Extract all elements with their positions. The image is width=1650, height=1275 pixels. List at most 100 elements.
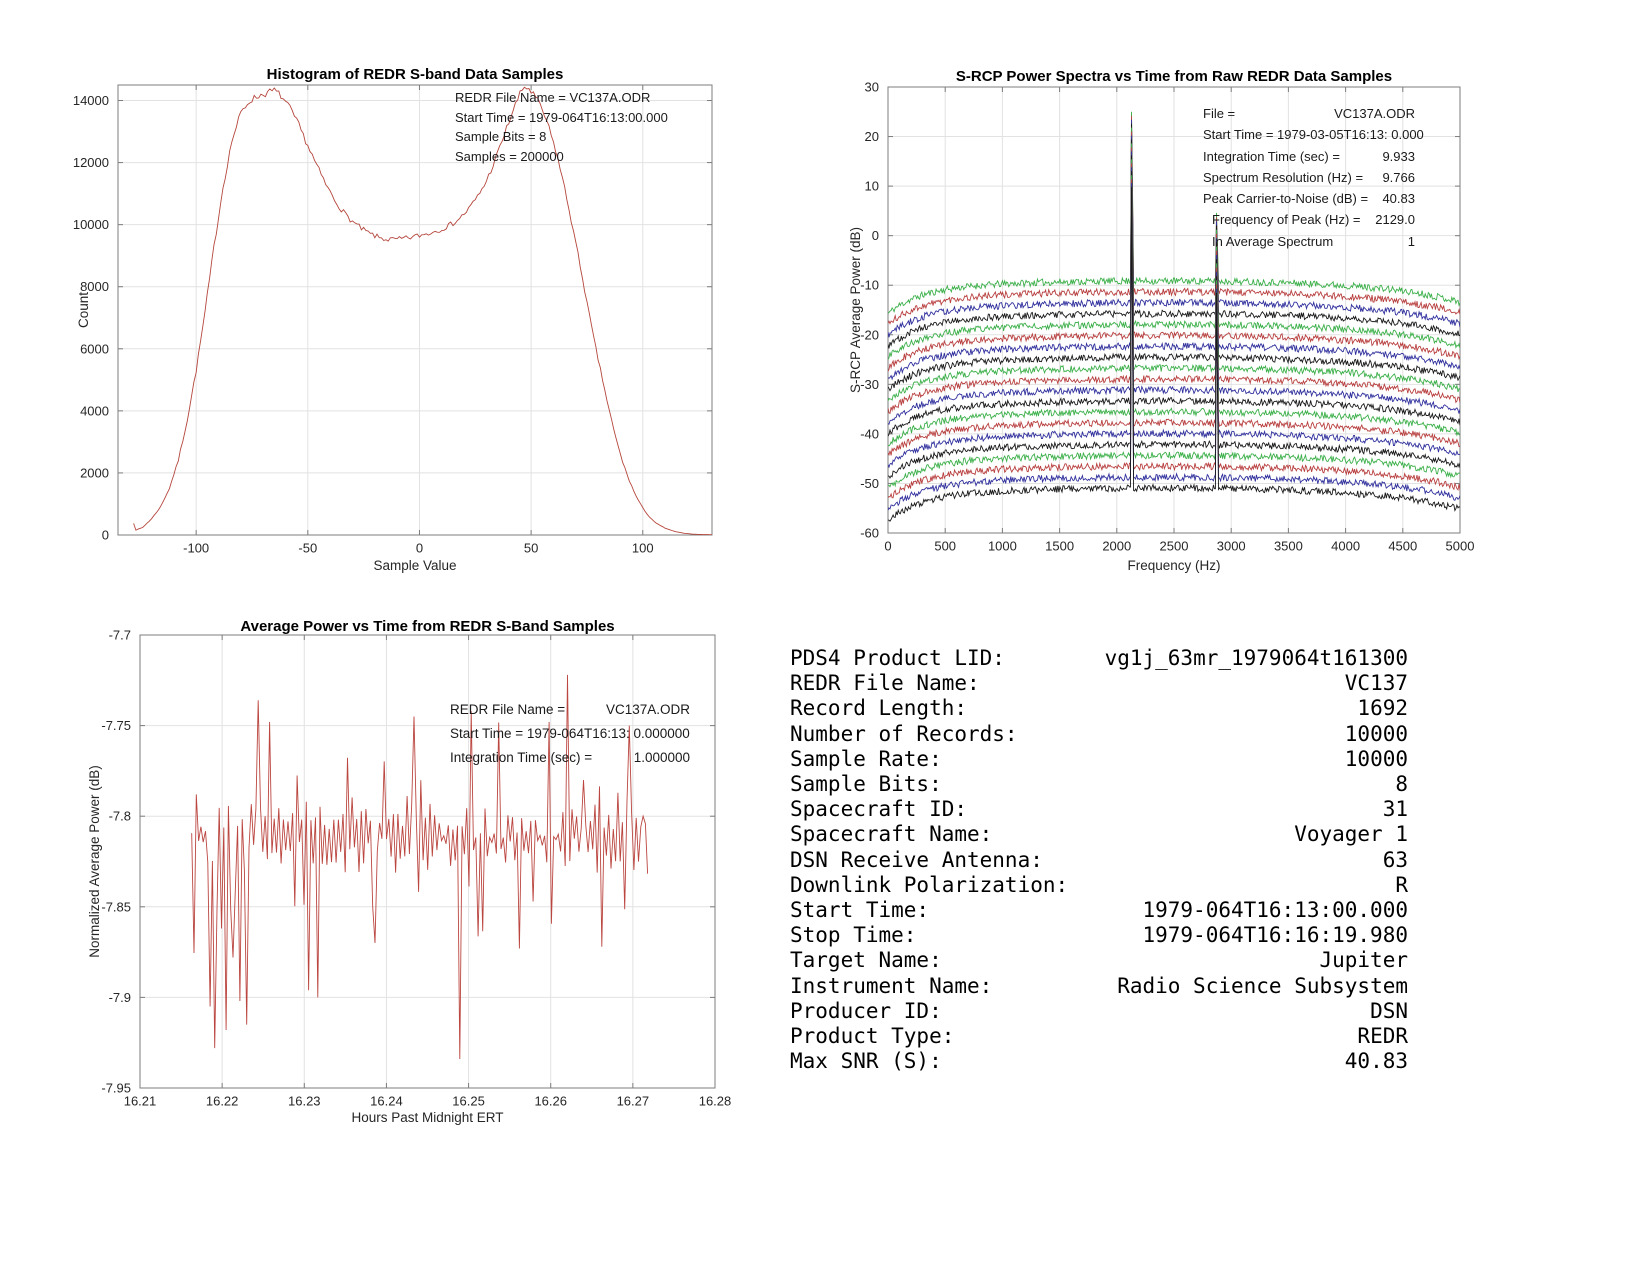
annotation-label: Start Time = 1979-064T16:13: 0.000000	[450, 726, 690, 741]
annotation-row: Frequency of Peak (Hz) = 2129.0	[1203, 209, 1415, 230]
metadata-value: DSN	[1370, 998, 1408, 1023]
y-tick-label: 10	[865, 179, 879, 194]
annotation-value: 2129.0	[1375, 212, 1415, 228]
metadata-value: 10000	[1344, 746, 1408, 771]
y-tick-label: 14000	[73, 93, 109, 108]
spectrum-trace-line	[888, 167, 1460, 469]
x-tick-label: 3500	[1274, 539, 1303, 554]
histogram-ylabel: Count	[76, 291, 91, 329]
spectra-chart: 0 500 1000 1500 2000 2500 3000 3500 4000 4500 5000…	[840, 40, 1520, 620]
spectrum-trace-line	[888, 135, 1460, 381]
annotation-line: Samples = 200000	[455, 148, 564, 164]
x-tick-label: -50	[298, 541, 317, 556]
histogram-plot: -100 -50 0 50 100 0 2000 4000 6000 8000 10000 12000…	[73, 84, 713, 556]
metadata-label: Product Type:	[790, 1024, 955, 1049]
metadata-value: 1979-064T16:16:19.980	[1142, 923, 1408, 948]
annotation-label: File =	[1203, 106, 1236, 121]
metadata-panel: PDS4 Product LID: vg1j_63mr_1979064t16130…	[790, 634, 1408, 1074]
annotation-value: 1.000000	[633, 750, 690, 765]
y-tick-label: 0	[102, 528, 109, 543]
spectrum-trace-line	[888, 171, 1460, 479]
metadata-row: Spacecraft Name: Voyager 1	[790, 822, 1408, 847]
metadata-value: Radio Science Subsystem	[1117, 973, 1408, 998]
y-tick-label: -7.95	[101, 1081, 131, 1096]
annotation-value: 9.933	[1382, 148, 1415, 164]
metadata-row: Producer ID: DSN	[790, 999, 1408, 1024]
y-tick-label: -7.8	[109, 809, 131, 824]
x-tick-label: 16.21	[124, 1094, 157, 1109]
spectrum-trace-line	[888, 143, 1460, 402]
annotation-line: REDR File Name = VC137A.ODR	[455, 90, 651, 105]
spectrum-trace-line	[888, 179, 1460, 499]
spectrum-trace-line	[888, 115, 1460, 325]
annotation-value: VC137A.ODR	[1334, 106, 1415, 121]
metadata-row: PDS4 Product LID: vg1j_63mr_1979064t16130…	[790, 646, 1408, 671]
annotation-line: Sample Bits = 8	[455, 129, 547, 144]
x-tick-label: 2500	[1160, 539, 1189, 554]
metadata-row: Stop Time: 1979-064T16:16:19.980	[790, 923, 1408, 948]
spectrum-trace-line	[888, 163, 1460, 456]
annotation-label: Peak Carrier-to-Noise (dB) =	[1203, 191, 1369, 207]
annotation-row: File = VC137A.ODR	[1203, 103, 1415, 124]
annotation-value: 9.766	[1382, 169, 1415, 185]
x-tick-label: 16.25	[452, 1094, 485, 1109]
y-tick-label: -7.85	[101, 899, 131, 914]
axes-frame	[139, 634, 716, 1089]
spectra-plot: 0 500 1000 1500 2000 2500 3000 3500 4000 4500 5000…	[860, 80, 1474, 554]
y-tick-label: -20	[860, 327, 879, 342]
annotation-row: Start Time = 1979-03-05T16:13: 0.000	[1203, 124, 1424, 145]
metadata-label: PDS4 Product LID:	[790, 646, 1005, 670]
metadata-row: DSN Receive Antenna: 63	[790, 848, 1408, 873]
metadata-row: REDR File Name: VC137	[790, 671, 1408, 696]
metadata-label: Downlink Polarization:	[790, 872, 1069, 897]
annotation-value: VC137A.ODR	[605, 702, 690, 717]
annotation-value: 40.83	[1382, 191, 1415, 207]
metadata-row: Record Length: 1692	[790, 696, 1408, 721]
x-tick-label: 50	[524, 541, 538, 556]
x-tick-label: 0	[884, 539, 891, 554]
y-tick-label: 2000	[80, 465, 109, 480]
x-tick-label: 100	[632, 541, 654, 556]
y-tick-label: -30	[860, 377, 879, 392]
spectrum-trace-line	[888, 127, 1460, 360]
metadata-row: Max SNR (S): 40.83	[790, 1049, 1408, 1074]
metadata-row: Target Name: Jupiter	[790, 948, 1408, 973]
metadata-row: Downlink Polarization: R	[790, 873, 1408, 898]
metadata-value: Jupiter	[1319, 948, 1408, 973]
y-tick-label: 10000	[73, 217, 109, 232]
metadata-label: Stop Time:	[790, 923, 917, 948]
axes-frame	[887, 86, 1461, 534]
metadata-row: Number of Records: 10000	[790, 722, 1408, 747]
x-tick-label: 1500	[1045, 539, 1074, 554]
y-tick-label: -10	[860, 278, 879, 293]
x-tick-label: 16.27	[617, 1094, 650, 1109]
spectrum-trace-line	[888, 139, 1460, 392]
metadata-label: Instrument Name:	[790, 973, 993, 998]
annotation-row: Spectrum Resolution (Hz) = 9.766	[1203, 167, 1415, 188]
y-tick-label: 4000	[80, 403, 109, 418]
y-tick-label: -40	[860, 426, 879, 441]
power-time-xlabel: Hours Past Midnight ERT	[351, 1110, 504, 1125]
x-tick-label: 16.22	[206, 1094, 239, 1109]
metadata-value: 40.83	[1344, 1049, 1408, 1074]
metadata-label: Max SNR (S):	[790, 1049, 942, 1074]
x-tick-label: 3000	[1217, 539, 1246, 554]
metadata-row: Spacecraft ID: 31	[790, 797, 1408, 822]
y-tick-label: 20	[865, 129, 879, 144]
metadata-value: 8	[1395, 772, 1408, 797]
annotation-row: Integration Time (sec) = 9.933	[1203, 146, 1415, 167]
metadata-value: 1692	[1357, 696, 1408, 721]
spectrum-trace-line	[888, 123, 1460, 349]
power-time-ylabel: Normalized Average Power (dB)	[87, 765, 102, 958]
annotation-label: Frequency of Peak (Hz) =	[1212, 212, 1361, 228]
power-time-title: Average Power vs Time from REDR S-Band S…	[240, 618, 615, 635]
metadata-row: Sample Rate: 10000	[790, 747, 1408, 772]
annotation-line: Start Time = 1979-064T16:13:00.000	[455, 109, 668, 125]
spectrum-trace-line	[888, 187, 1460, 522]
spectrum-trace-line	[888, 159, 1460, 447]
metadata-label: Target Name:	[790, 948, 942, 973]
metadata-label: Sample Bits:	[790, 772, 942, 797]
annotation-label: Start Time = 1979-03-05T16:13: 0.000	[1203, 127, 1424, 143]
spectrum-trace-line	[888, 111, 1460, 314]
